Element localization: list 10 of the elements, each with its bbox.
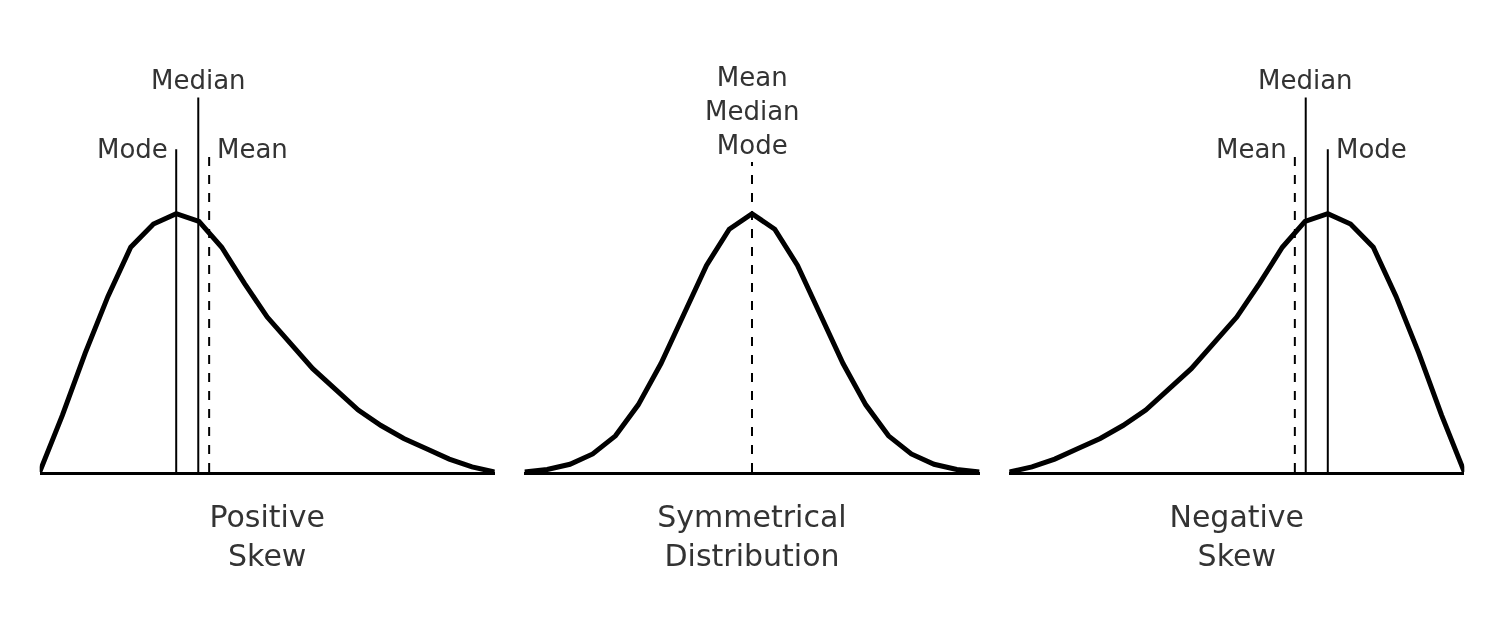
text: Mean — [217, 134, 288, 164]
text: Mean — [1216, 134, 1287, 164]
text: Median — [151, 65, 246, 95]
text: Mode — [97, 134, 168, 164]
x-axis-title: Symmetrical Distribution — [657, 498, 847, 573]
text: Mean Median Mode — [705, 62, 800, 160]
text: Median — [1258, 65, 1353, 95]
x-axis-title: Negative Skew — [1169, 498, 1305, 573]
x-axis-title: Positive Skew — [209, 498, 326, 573]
text: Mode — [1336, 134, 1407, 164]
